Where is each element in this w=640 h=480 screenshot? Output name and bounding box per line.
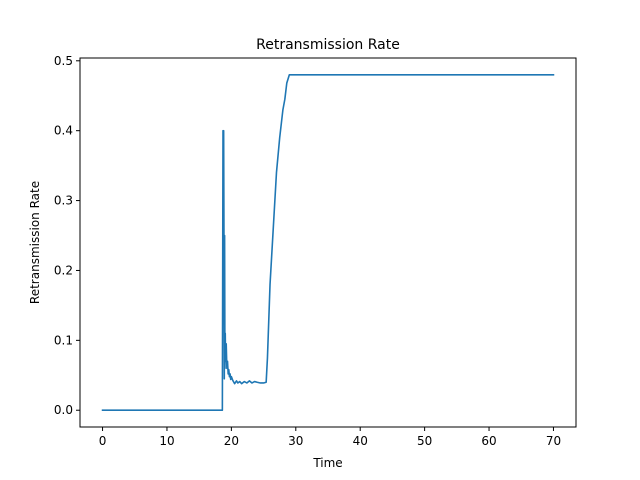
y-axis-label: Retransmission Rate — [28, 181, 42, 304]
y-axis: 0.0 0.1 0.2 0.3 0.4 0.5 — [54, 54, 80, 417]
y-tick-label: 0.3 — [54, 194, 73, 208]
y-tick-label: 0.0 — [54, 403, 73, 417]
x-tick-label: 60 — [481, 434, 496, 448]
x-tick-label: 50 — [417, 434, 432, 448]
x-tick-label: 30 — [288, 434, 303, 448]
x-tick-label: 40 — [353, 434, 368, 448]
plot-area — [101, 73, 555, 412]
axes-frame — [79, 57, 577, 428]
x-axis-label: Time — [312, 456, 342, 470]
y-tick-label: 0.4 — [54, 124, 73, 138]
series-line-0 — [101, 73, 555, 412]
x-axis: 0 10 20 30 40 50 60 70 — [99, 427, 561, 448]
x-tick-label: 10 — [159, 434, 174, 448]
y-tick-label: 0.1 — [54, 333, 73, 347]
x-tick-label: 70 — [546, 434, 561, 448]
chart-title: Retransmission Rate — [256, 37, 400, 53]
x-tick-label: 20 — [224, 434, 239, 448]
y-tick-label: 0.5 — [54, 54, 73, 68]
y-tick-label: 0.2 — [54, 263, 73, 277]
x-tick-label: 0 — [99, 434, 107, 448]
